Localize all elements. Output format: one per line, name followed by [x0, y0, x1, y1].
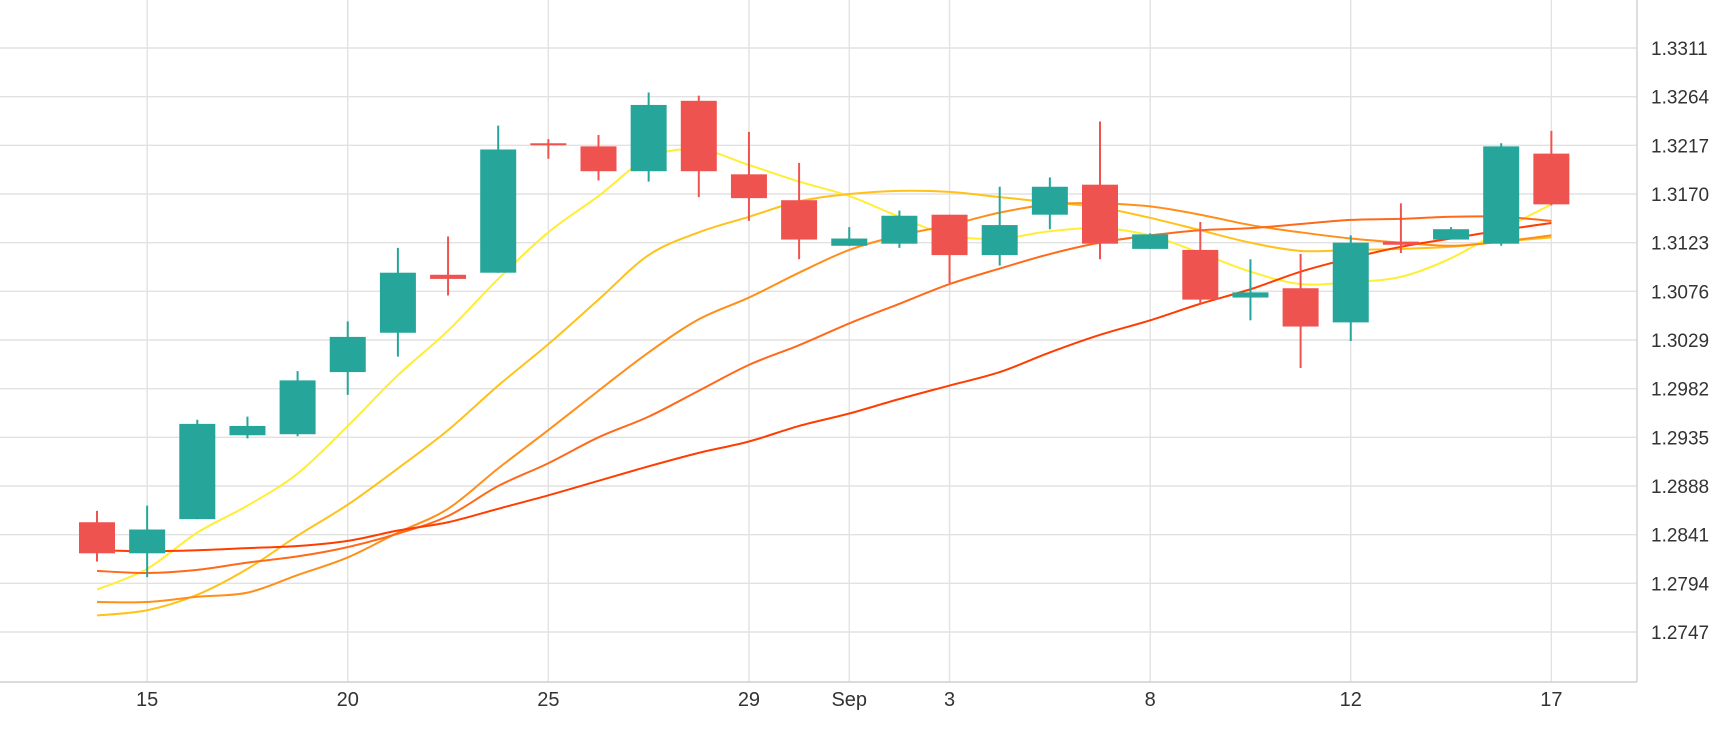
y-tick-label: 1.3217 [1651, 136, 1709, 157]
candle-body [1232, 292, 1269, 298]
candle-down [79, 510, 115, 562]
candle-body [1382, 241, 1419, 245]
candle-body [229, 425, 266, 436]
candle-body [881, 215, 918, 244]
candle-body [1282, 288, 1319, 327]
x-tick-label: 12 [1340, 689, 1362, 711]
candle-body [1332, 242, 1369, 323]
candle-down [1082, 121, 1118, 260]
y-tick-label: 1.2935 [1651, 428, 1709, 449]
candle-up [1132, 233, 1169, 249]
candle-body [1082, 184, 1118, 244]
y-tick-label: 1.3029 [1651, 331, 1709, 352]
candle-body [329, 336, 366, 373]
candle-body [1031, 186, 1068, 215]
candle-up [881, 210, 918, 248]
x-tick-label: 8 [1145, 689, 1156, 711]
candle-down [730, 131, 767, 221]
candle-up [480, 125, 517, 273]
x-tick-label: 3 [944, 689, 955, 711]
candle-body [1533, 153, 1570, 205]
candle-up [630, 92, 667, 182]
candle-down [680, 95, 717, 198]
x-tick-label: 25 [537, 689, 559, 711]
candle-body [1182, 249, 1219, 300]
candle-body [79, 522, 115, 554]
candle-up [831, 227, 868, 246]
moving-average-line [96, 189, 1552, 617]
y-tick-label: 1.3311 [1651, 39, 1708, 60]
candle-up [1332, 235, 1369, 342]
candle-body [580, 146, 617, 172]
candle-body [179, 423, 216, 520]
x-tick-label: 29 [738, 689, 760, 711]
candle-body [379, 272, 416, 333]
y-tick-label: 1.2841 [1651, 526, 1709, 547]
candle-up [1031, 177, 1068, 230]
candle-body [831, 238, 868, 246]
moving-average-line [96, 215, 1552, 574]
candle-up [129, 505, 166, 578]
y-tick-label: 1.2982 [1651, 380, 1709, 401]
candle-body [430, 274, 467, 279]
candle-up [1433, 227, 1470, 240]
y-axis-labels: 1.2747 1.2794 1.2841 1.2888 1.2935 1.2982 1.30… [1651, 39, 1710, 644]
y-tick-label: 1.3123 [1651, 234, 1709, 255]
x-axis-labels: 15 20 25 29 Sep 3 8 12 17 [136, 689, 1562, 711]
candle-body [630, 104, 667, 172]
candle-up [229, 416, 266, 439]
candle-down [1382, 203, 1419, 254]
candle-body [1483, 146, 1520, 244]
moving-average-line [96, 202, 1552, 604]
candle-up [1232, 259, 1269, 321]
candle-down [1182, 221, 1219, 305]
candle-body [129, 529, 166, 554]
candle-down [530, 139, 567, 159]
x-tick-label: 17 [1540, 689, 1562, 711]
candle-body [480, 149, 517, 273]
candle-down [1533, 130, 1570, 206]
y-tick-label: 1.3170 [1651, 185, 1709, 206]
candle-up [379, 247, 416, 357]
candle-body [680, 100, 717, 172]
y-tick-label: 1.2794 [1651, 574, 1710, 595]
candle-up [981, 186, 1018, 266]
grid [0, 0, 1637, 682]
candle-up [279, 371, 316, 437]
candle-body [1132, 234, 1169, 249]
axes [0, 0, 1638, 683]
candle-up [179, 419, 216, 520]
candle-down [580, 134, 617, 181]
x-tick-label: Sep [831, 689, 867, 711]
candle-body [981, 225, 1018, 256]
x-tick-label: 15 [136, 689, 158, 711]
moving-average-line [96, 222, 1552, 553]
candle-body [279, 380, 316, 435]
candle-body [931, 214, 968, 256]
candle-body [781, 200, 818, 240]
candle-down [931, 214, 968, 284]
y-tick-label: 1.3264 [1651, 88, 1710, 109]
moving-average-line [96, 148, 1552, 591]
candle-down [1282, 254, 1319, 368]
candle-up [329, 321, 366, 395]
candles [79, 92, 1570, 578]
y-tick-label: 1.2747 [1651, 623, 1709, 644]
x-tick-label: 20 [337, 689, 359, 711]
candle-body [1433, 229, 1470, 240]
candle-body [730, 174, 767, 199]
candle-down [781, 162, 818, 260]
y-tick-label: 1.3076 [1651, 282, 1709, 303]
y-tick-label: 1.2888 [1651, 477, 1709, 498]
candle-down [430, 236, 467, 296]
candle-up [1483, 143, 1520, 246]
candle-body [530, 143, 567, 146]
